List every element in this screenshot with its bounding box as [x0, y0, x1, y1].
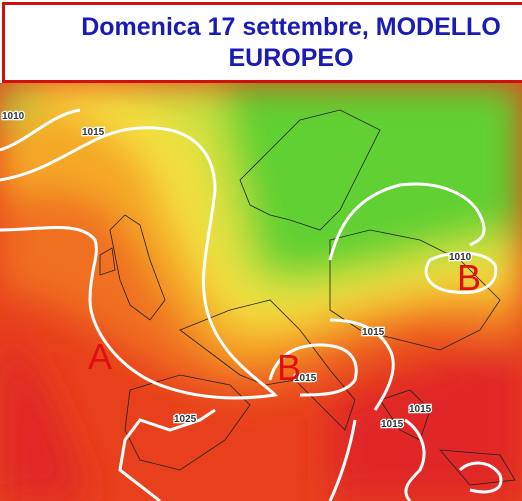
title: Domenica 17 settembre, MODELLO EUROPEO — [81, 12, 501, 72]
isobar-label: 1015 — [82, 127, 105, 138]
pressure-center: A — [88, 336, 112, 377]
title-box: Domenica 17 settembre, MODELLO EUROPEO — [2, 2, 522, 83]
isobar-label: 1015 — [294, 373, 317, 384]
isobar-label: 1015 — [362, 327, 385, 338]
pressure-center: B — [277, 347, 301, 388]
isobar-label: 1010 — [449, 252, 472, 263]
isobar-label: 1010 — [2, 111, 25, 122]
isobar-label: 1015 — [381, 419, 404, 430]
isobar-label: 1025 — [174, 414, 197, 425]
map-labels: 1010 1015 1010 1015 1015 1025 1015 1015 A B B — [1, 110, 481, 432]
pressure-center: B — [457, 257, 481, 298]
pressure-field — [0, 83, 522, 501]
isobar-label: 1015 — [409, 404, 432, 415]
weather-map: 1010 1015 1010 1015 1015 1025 1015 1015 A B B — [0, 83, 522, 501]
isobars — [0, 108, 503, 501]
